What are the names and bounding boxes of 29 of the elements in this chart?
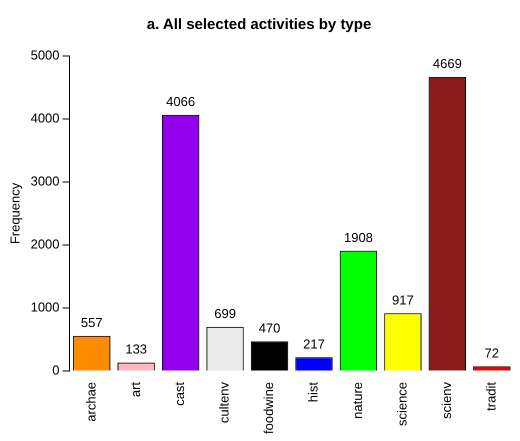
data-label: 4669 [432,56,462,71]
chart-title: a. All selected activities by type [146,16,372,34]
x-tick-label: nature [350,382,366,419]
y-tick-label: 3000 [30,174,60,189]
data-label: 217 [303,336,325,352]
data-label: 1908 [344,230,373,245]
data-label: 557 [80,314,103,330]
y-tick-label: 4000 [30,110,60,126]
x-tick-label: archae [83,382,98,422]
x-tick-label: hist [306,382,321,402]
data-label: 470 [258,320,280,336]
x-tick-label: scienv [438,381,454,419]
x-tick-label: cast [172,382,188,406]
y-tick-label: 2000 [30,236,60,252]
bar [250,341,288,370]
x-tick-label: cultenv [216,381,232,424]
data-label: 72 [484,346,500,361]
data-label: 133 [125,342,148,357]
x-tick-label: foodwine [261,382,276,434]
x-tick-label: art [128,382,143,398]
y-tick-label: 0 [52,362,60,378]
y-axis-title: Frequency [7,182,22,244]
data-label: 917 [392,292,414,308]
x-tick-label: science [394,382,410,426]
data-label: 4066 [166,94,196,109]
x-tick-label: tradit [483,382,498,411]
y-tick-label: 5000 [30,48,60,63]
y-tick-label: 1000 [30,300,60,315]
data-label: 699 [214,306,236,322]
